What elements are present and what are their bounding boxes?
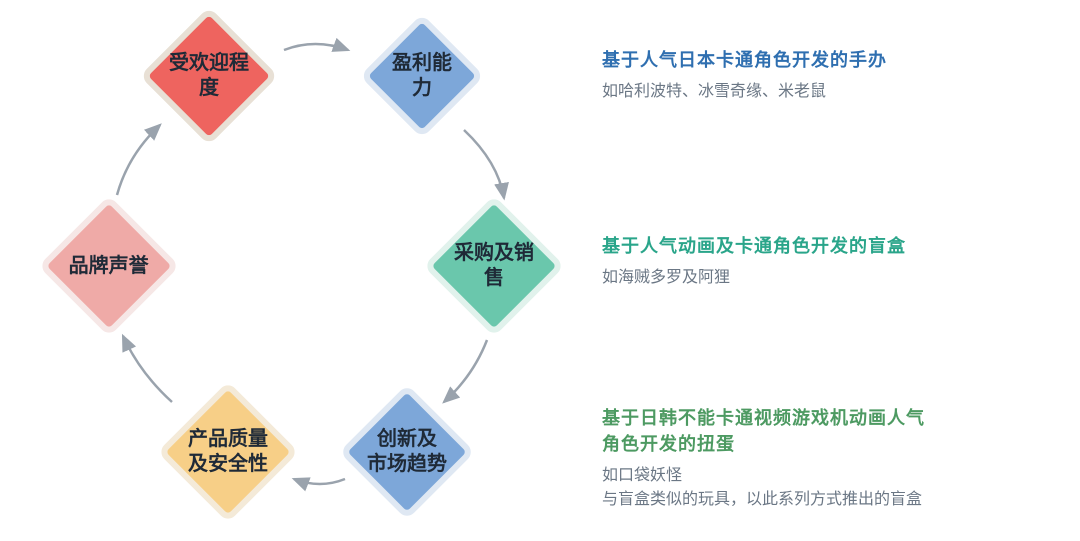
node-label-innov: 创新及 市场趋势 xyxy=(367,427,447,477)
edge-prof-sales xyxy=(464,130,504,198)
edge-qual-brand xyxy=(123,336,172,402)
node-label-prof: 盈利能力 xyxy=(384,51,460,101)
annotation-ann1: 基于人气日本卡通角色开发的手办如哈利波特、冰雪奇缘、米老鼠 xyxy=(602,46,887,104)
annotation-title-ann2: 基于人气动画及卡通角色开发的盲盒 xyxy=(602,232,906,258)
annotation-title-ann3: 基于日韩不能卡通视频游戏机动画人气 角色开发的扭蛋 xyxy=(602,404,925,456)
annotation-sub-ann1: 如哈利波特、冰雪奇缘、米老鼠 xyxy=(602,80,887,104)
annotation-ann2: 基于人气动画及卡通角色开发的盲盒如海贼多罗及阿狸 xyxy=(602,232,906,290)
annotation-title-ann1: 基于人气日本卡通角色开发的手办 xyxy=(602,46,887,72)
node-label-sales: 采购及销售 xyxy=(450,241,538,291)
annotation-sub-ann3: 如口袋妖怪 与盲盒类似的玩具，以此系列方式推出的盲盒 xyxy=(602,464,925,512)
edge-innov-qual xyxy=(294,479,345,484)
annotation-ann3: 基于日韩不能卡通视频游戏机动画人气 角色开发的扭蛋如口袋妖怪 与盲盒类似的玩具，… xyxy=(602,404,925,512)
edge-brand-pop xyxy=(117,125,160,195)
node-label-pop: 受欢迎程度 xyxy=(166,51,252,101)
node-label-qual: 产品质量 及安全性 xyxy=(188,427,268,477)
edge-sales-innov xyxy=(444,340,487,402)
node-label-brand: 品牌声誉 xyxy=(69,254,149,279)
annotation-sub-ann2: 如海贼多罗及阿狸 xyxy=(602,266,906,290)
edge-pop-prof xyxy=(284,44,348,50)
